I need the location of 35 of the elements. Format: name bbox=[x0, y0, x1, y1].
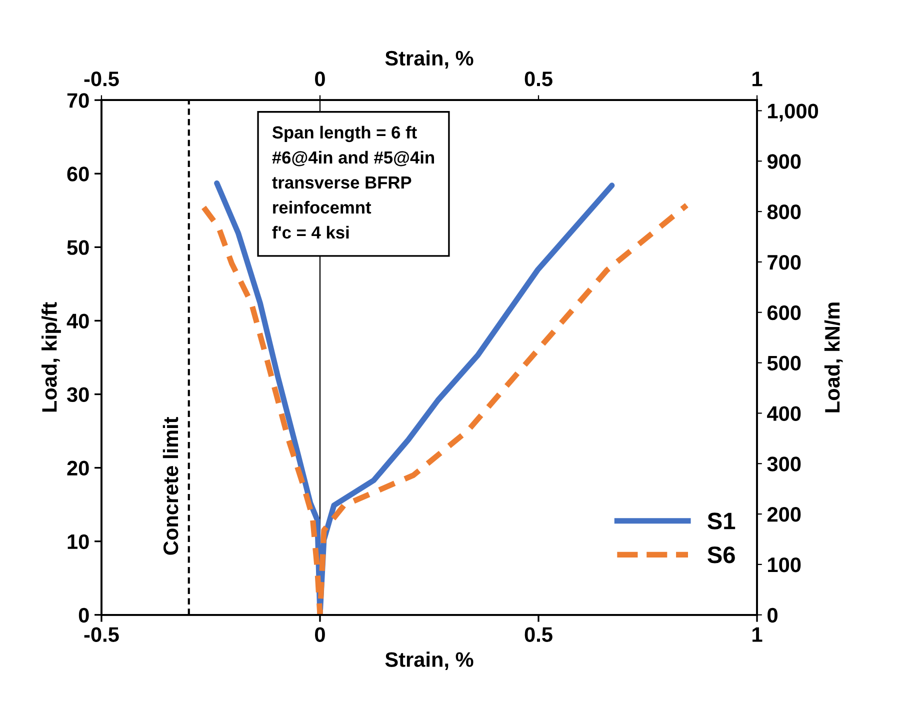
annotation: Span length = 6 ft #6@4in and #5@4in transverse BFRP reinfocemnt f'c = 4 ksi bbox=[272, 126, 434, 239]
legend-label: S1 bbox=[708, 512, 736, 530]
y2-tick-label: 600 bbox=[768, 305, 801, 320]
y-tick-label: 20 bbox=[67, 460, 89, 476]
y2-tick-label: 1,000 bbox=[768, 104, 818, 122]
y-tick-label: 30 bbox=[66, 387, 89, 402]
y2-tick-label: 200 bbox=[767, 507, 801, 522]
y2-tick-label: 400 bbox=[767, 406, 801, 421]
x2-tick-label: -0.5 bbox=[84, 72, 119, 86]
x2-axis-title: Strain, % bbox=[385, 50, 474, 69]
x2-tick-label: 0.5 bbox=[524, 72, 552, 86]
y-tick-label: 60 bbox=[67, 166, 89, 182]
y2-tick-label: 700 bbox=[768, 254, 801, 270]
x-tick-label: 0 bbox=[315, 627, 325, 642]
y-tick-label: 0 bbox=[78, 608, 89, 623]
y2-tick-label: 0 bbox=[768, 608, 778, 623]
y-tick-label: 50 bbox=[67, 240, 89, 255]
x-tick-label: 1 bbox=[752, 627, 762, 642]
x-axis-title: Strain, % bbox=[385, 652, 474, 670]
x2-tick-label: 0 bbox=[315, 72, 325, 86]
x-tick-label: -0.5 bbox=[84, 627, 119, 642]
y2-tick-label: 100 bbox=[768, 557, 801, 572]
y-tick-label: 40 bbox=[66, 314, 89, 328]
y-tick-label: 70 bbox=[67, 93, 89, 108]
y-axis-title: Load, kip/ft bbox=[42, 302, 61, 412]
legend-label: S6 bbox=[708, 546, 735, 564]
y2-axis-title: Load, kN/m bbox=[824, 302, 843, 412]
y2-tick-label: 900 bbox=[767, 154, 801, 169]
y2-tick-label: 500 bbox=[767, 356, 801, 371]
x2-tick-label: 1 bbox=[752, 72, 762, 86]
x-tick-label: 0.5 bbox=[524, 627, 552, 642]
y-tick-label: 10 bbox=[68, 534, 89, 550]
ref-line-label: Concrete limit bbox=[162, 416, 178, 555]
y2-tick-label: 300 bbox=[767, 456, 801, 472]
y2-tick-label: 800 bbox=[767, 204, 801, 220]
